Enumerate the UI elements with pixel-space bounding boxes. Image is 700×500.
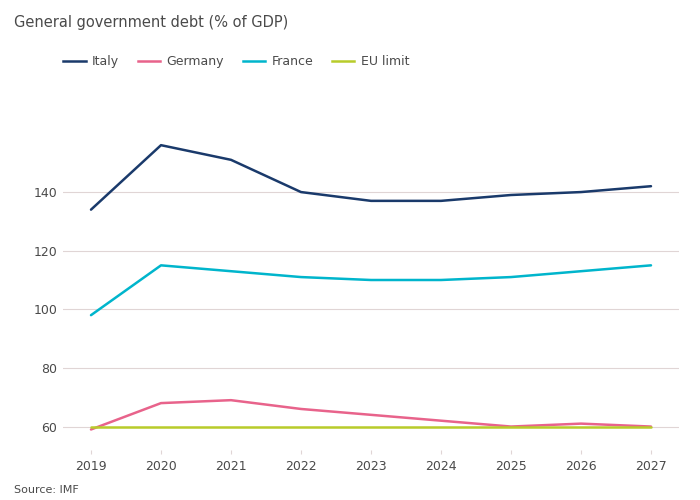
EU limit	[297, 424, 305, 430]
France	[297, 274, 305, 280]
France	[157, 262, 165, 268]
Italy	[227, 157, 235, 163]
Line: Germany: Germany	[91, 400, 651, 430]
Germany	[297, 406, 305, 412]
Italy	[297, 189, 305, 195]
Line: France: France	[91, 266, 651, 315]
Legend: Italy, Germany, France, EU limit: Italy, Germany, France, EU limit	[63, 55, 410, 68]
Germany	[647, 424, 655, 430]
Germany	[227, 397, 235, 403]
France	[227, 268, 235, 274]
Germany	[507, 424, 515, 430]
Line: Italy: Italy	[91, 145, 651, 210]
EU limit	[437, 424, 445, 430]
Text: Source: IMF: Source: IMF	[14, 485, 78, 495]
France	[507, 274, 515, 280]
France	[87, 312, 95, 318]
Germany	[367, 412, 375, 418]
EU limit	[227, 424, 235, 430]
France	[577, 268, 585, 274]
Italy	[647, 183, 655, 189]
France	[367, 277, 375, 283]
Italy	[437, 198, 445, 204]
EU limit	[367, 424, 375, 430]
Germany	[437, 418, 445, 424]
Italy	[577, 189, 585, 195]
France	[647, 262, 655, 268]
EU limit	[157, 424, 165, 430]
Text: General government debt (% of GDP): General government debt (% of GDP)	[14, 15, 288, 30]
Italy	[87, 206, 95, 212]
France	[437, 277, 445, 283]
EU limit	[577, 424, 585, 430]
Germany	[87, 426, 95, 432]
EU limit	[87, 424, 95, 430]
Germany	[157, 400, 165, 406]
Italy	[367, 198, 375, 204]
EU limit	[507, 424, 515, 430]
Germany	[577, 420, 585, 426]
EU limit	[647, 424, 655, 430]
Italy	[157, 142, 165, 148]
Italy	[507, 192, 515, 198]
